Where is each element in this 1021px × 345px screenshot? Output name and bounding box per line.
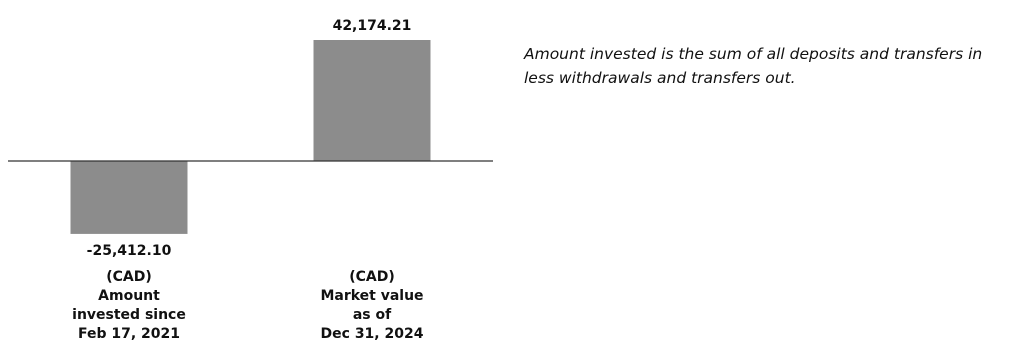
note-line-2: less withdrawals and transfers out. xyxy=(524,69,796,87)
chart-note: Amount invested is the sum of all deposi… xyxy=(524,42,1021,90)
category-label-1-line-1: (CAD) xyxy=(106,269,152,285)
bar-2 xyxy=(313,40,431,161)
value-label-2: 42,174.21 xyxy=(333,18,412,34)
bar-chart: -25,412.10 (CAD) Amount invested since Feb 1… xyxy=(8,18,493,342)
category-label-1-line-3: invested since xyxy=(72,307,186,323)
category-label-2-line-3: as of xyxy=(353,307,392,323)
bar-1 xyxy=(70,161,188,234)
value-label-1: -25,412.10 xyxy=(87,243,172,259)
category-label-2-line-4: Dec 31, 2024 xyxy=(321,326,424,342)
category-label-2-line-2: Market value xyxy=(320,288,423,304)
category-label-1-line-4: Feb 17, 2021 xyxy=(78,326,180,342)
note-line-1: Amount invested is the sum of all deposi… xyxy=(524,45,983,63)
category-label-2-line-1: (CAD) xyxy=(349,269,395,285)
category-label-1-line-2: Amount xyxy=(98,288,160,304)
